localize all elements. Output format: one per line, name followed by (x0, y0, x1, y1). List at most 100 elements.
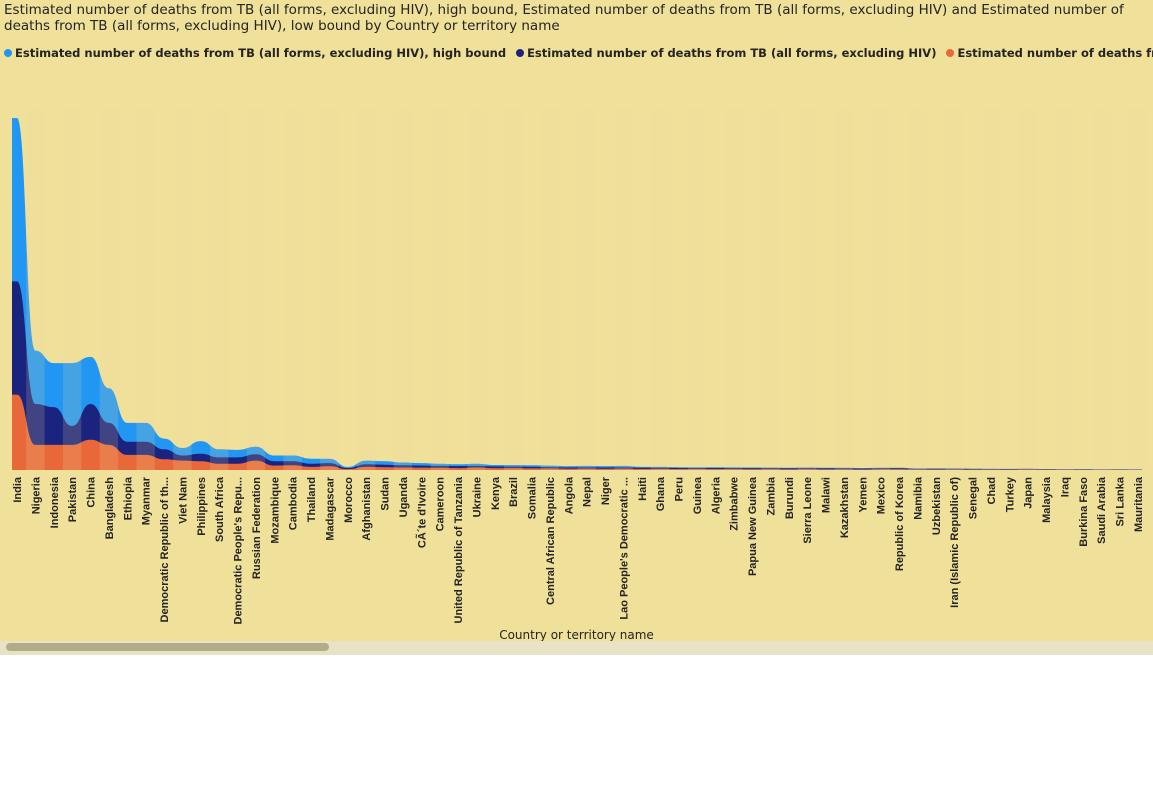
category-band (651, 108, 670, 470)
chart-title: Estimated number of deaths from TB (all … (4, 2, 1124, 34)
x-tick-label: Senegal (968, 477, 980, 519)
x-tick-label: Turkey (1004, 476, 1016, 512)
category-band (577, 108, 596, 470)
category-band (99, 108, 119, 470)
x-tick-label: Nigeria (30, 476, 42, 514)
x-axis-title: Country or territory name (499, 628, 654, 642)
x-tick-label: Haiti (637, 477, 649, 501)
category-band (945, 108, 964, 470)
category-band (724, 108, 743, 470)
x-tick-label: Madagascar (324, 476, 336, 540)
scrollbar-thumb[interactable] (6, 643, 329, 651)
x-tick-label: China (86, 476, 98, 507)
x-tick-label: Somalia (527, 476, 539, 519)
x-tick-label: Myanmar (141, 476, 153, 525)
x-tick-label: Sudan (380, 477, 392, 511)
x-tick-label: Ukraine (471, 477, 483, 517)
x-axis-tick-labels: India Nigeria Indonesia Pakistan China Bangla… (12, 476, 1145, 624)
x-tick-label: Cambodia (288, 476, 300, 530)
chart-visual: Estimated number of deaths from TB (all … (0, 0, 1153, 655)
x-tick-label: Indonesia (49, 476, 61, 528)
x-tick-label: Burkina Faso (1078, 477, 1090, 547)
x-tick-label: Thailand (306, 477, 318, 522)
category-band (761, 108, 780, 470)
x-tick-label: Yemen (857, 477, 869, 513)
x-tick-label: Zambia (766, 476, 778, 515)
x-tick-label: Viet Nam (177, 477, 189, 524)
x-tick-label: Algeria (710, 476, 722, 514)
x-tick-label: Kazakhstan (839, 477, 851, 538)
legend-marker-low-bound (946, 49, 955, 57)
category-band (136, 108, 155, 470)
category-band (26, 108, 45, 470)
x-tick-label: Guinea (692, 476, 704, 514)
category-band (908, 108, 927, 470)
x-tick-label: Mozambique (269, 477, 281, 544)
x-tick-label: Namibia (913, 476, 925, 520)
x-tick-label: Zimbabwe (729, 477, 741, 531)
x-tick-label: Uganda (398, 476, 410, 517)
horizontal-scrollbar[interactable] (0, 641, 1153, 655)
category-band (283, 108, 302, 470)
series-area-estimate[interactable] (12, 281, 1142, 470)
x-tick-label: Iraq (1060, 477, 1072, 497)
x-tick-label: Uzbekistan (931, 477, 943, 535)
category-band (173, 108, 192, 470)
chart-legend: Estimated number of deaths from TB (all … (4, 46, 1153, 62)
x-tick-label: Republic of Korea (894, 476, 906, 571)
category-band (430, 108, 449, 470)
x-tick-label: Burundi (784, 477, 796, 519)
category-band (1092, 108, 1111, 470)
legend-label-low-bound: Estimated number of deaths from TB (all … (957, 46, 1153, 60)
legend-item-low-bound[interactable]: Estimated number of deaths from TB (all … (946, 46, 1153, 60)
x-tick-label: Kenya (490, 476, 502, 510)
x-tick-label: Sri Lanka (1115, 476, 1127, 526)
x-tick-label: Malawi (821, 477, 833, 513)
x-tick-label: Mexico (876, 477, 888, 515)
x-tick-label: Malaysia (1041, 476, 1053, 523)
category-band (981, 108, 1001, 470)
category-band (504, 108, 523, 470)
category-band (540, 108, 560, 470)
x-tick-label: Russian Federation (251, 477, 263, 579)
category-band (1128, 108, 1148, 470)
x-tick-label: Philippines (196, 477, 208, 536)
legend-label-high-bound: Estimated number of deaths from TB (all … (15, 46, 507, 60)
category-band (320, 108, 339, 470)
x-tick-label: Niger (600, 476, 612, 505)
x-tick-label: Brazil (508, 477, 520, 507)
x-tick-label: Democratic People's Repu... (233, 477, 245, 625)
x-tick-label: Ghana (655, 476, 667, 511)
series-area-low-bound[interactable] (12, 394, 1142, 470)
category-band (871, 108, 890, 470)
x-tick-label: Bangladesh (104, 477, 116, 540)
x-tick-label: Cameroon (435, 477, 447, 532)
category-band (467, 108, 486, 470)
x-tick-label: Central African Republic (545, 477, 557, 605)
x-tick-label: Sierra Leone (802, 477, 814, 544)
category-band (62, 108, 82, 470)
area-chart-plot: India Nigeria Indonesia Pakistan China Bangla… (12, 108, 1148, 625)
x-tick-label: Pakistan (67, 477, 79, 523)
x-tick-label: South Africa (214, 476, 226, 542)
x-tick-label: Papua New Guinea (747, 476, 759, 576)
category-band (210, 108, 229, 470)
x-tick-label: Nepal (582, 477, 594, 507)
legend-label-estimate: Estimated number of deaths from TB (all … (527, 46, 937, 60)
legend-item-high-bound[interactable]: Estimated number of deaths from TB (all … (4, 46, 506, 60)
x-tick-label: Afghanistan (361, 477, 373, 541)
category-band (687, 108, 707, 470)
category-band (357, 108, 376, 470)
legend-marker-high-bound (4, 49, 12, 57)
category-bands (26, 108, 1148, 470)
x-tick-label: Japan (1023, 477, 1035, 509)
x-tick-label: United Republic of Tanzania (453, 476, 465, 623)
x-tick-label: Ethiopia (122, 476, 134, 520)
x-tick-label: Saudi Arabia (1096, 476, 1108, 544)
x-tick-label: Democratic Republic of th... (159, 477, 171, 622)
series-area-high-bound[interactable] (12, 118, 1142, 470)
legend-item-estimate[interactable]: Estimated number of deaths from TB (all … (516, 46, 936, 60)
x-tick-label: Angola (563, 476, 575, 514)
x-tick-label: Iran (Islamic Republic of) (949, 477, 961, 608)
x-tick-label: India (12, 476, 24, 503)
